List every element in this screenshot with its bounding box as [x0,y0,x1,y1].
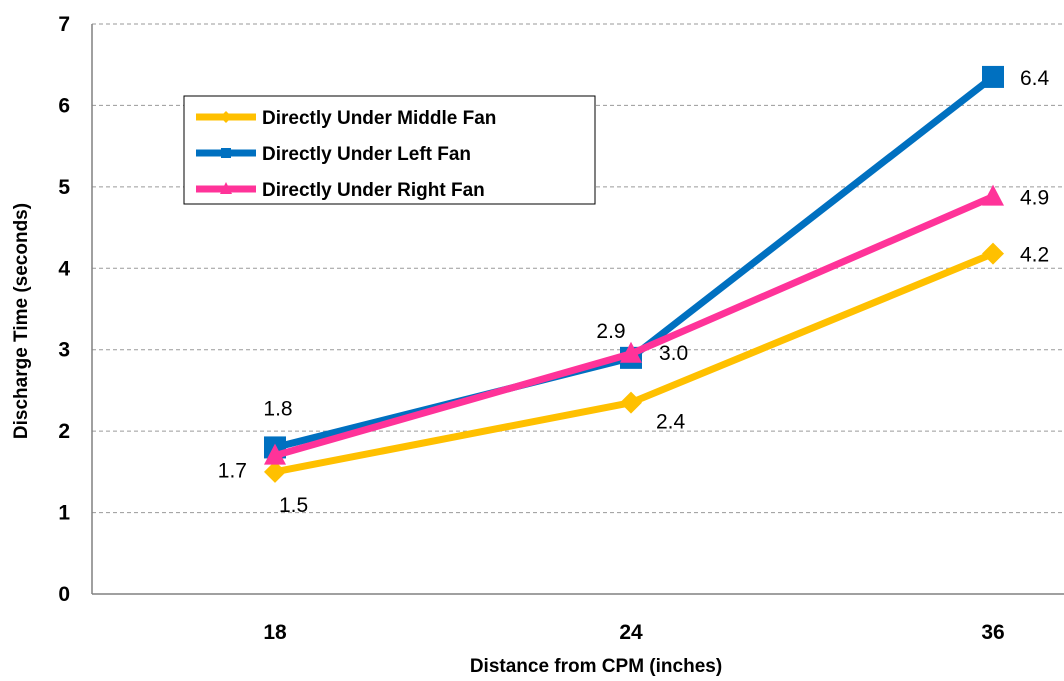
data-point-triangle-36 [982,184,1004,206]
data-label-square-18: 1.8 [263,397,292,420]
y-tick-label-7: 7 [58,13,70,36]
y-tick-label-3: 3 [58,339,70,362]
x-axis-title: Distance from CPM (inches) [470,656,722,677]
data-label-square-24: 2.9 [596,320,625,343]
data-point-triangle-24 [620,341,642,363]
series-layer [264,65,1004,483]
data-label-square-36: 6.4 [1020,67,1050,90]
data-point-triangle-18 [264,443,286,465]
data-label-diamond-18: 1.5 [279,494,308,517]
y-tick-label-6: 6 [58,94,70,117]
axis-layer: 0 1 2 3 4 5 6 7 18 24 36 [58,13,1064,644]
data-label-diamond-24: 2.4 [656,411,686,434]
data-label-diamond-36: 4.2 [1020,244,1049,267]
data-point-diamond-18 [264,460,286,483]
y-tick-label-0: 0 [58,583,70,606]
data-label-triangle-18: 1.7 [218,460,247,483]
legend-label-square: Directly Under Left Fan [262,144,471,165]
data-label-triangle-24: 3.0 [659,342,688,365]
y-tick-label-5: 5 [58,176,70,199]
data-point-diamond-36 [982,242,1004,265]
label-layer: 1.5 2.4 4.2 1.8 2.9 6.4 1.7 3.0 4.9 [218,67,1050,517]
legend-marker-square [221,148,231,158]
x-tick-label-36: 36 [981,621,1004,644]
data-point-diamond-24 [620,391,642,414]
y-axis-title: Discharge Time (seconds) [11,203,32,439]
legend-marker-triangle [220,182,232,194]
y-tick-label-1: 1 [58,502,70,525]
x-tick-label-18: 18 [263,621,287,644]
legend-label-diamond: Directly Under Middle Fan [262,108,496,129]
y-tick-label-4: 4 [58,257,70,280]
y-tick-label-2: 2 [58,420,70,443]
x-tick-label-24: 24 [619,621,643,644]
legend-label-triangle: Directly Under Right Fan [262,180,485,201]
data-label-triangle-36: 4.9 [1020,187,1049,210]
data-point-square-36 [982,65,1004,88]
legend-marker-diamond [220,111,232,123]
legend: Directly Under Middle Fan Directly Under … [183,95,596,205]
